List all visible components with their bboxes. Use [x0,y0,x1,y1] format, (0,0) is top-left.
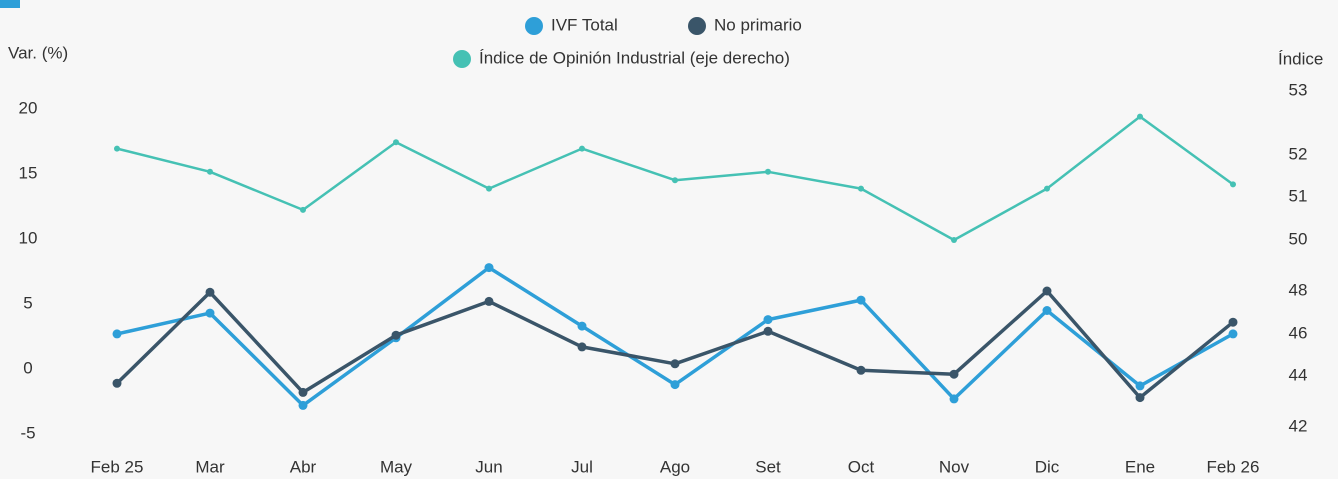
y-tick-label: 10 [19,228,38,247]
y-tick-label: 0 [23,358,32,377]
data-point [1228,329,1238,339]
data-point [763,326,773,336]
y-tick-label: 20 [19,98,38,117]
x-tick-label: Dic [1035,457,1060,476]
data-point [484,296,494,306]
data-point [856,295,866,305]
legend-label: IVF Total [551,15,618,34]
data-point [670,380,680,390]
y2-tick-label: 44 [1289,365,1308,384]
y2-tick-label: 53 [1289,80,1308,99]
data-point [114,145,120,152]
y2-tick-label: 52 [1289,144,1308,163]
data-point [856,365,866,375]
data-point [484,263,494,273]
data-point [300,206,306,213]
corner-tab [0,0,20,8]
data-point [579,145,585,152]
data-point [1135,381,1145,391]
data-point [1042,286,1052,296]
y-tick-label: 5 [23,293,32,312]
data-point [577,342,587,352]
data-point [1135,393,1145,403]
y-tick-label: -5 [20,423,35,442]
data-point [1230,181,1236,188]
data-point [112,378,122,388]
data-point [298,387,308,397]
x-tick-label: Mar [195,457,225,476]
data-point [951,237,957,243]
data-point [1044,185,1050,192]
x-tick-label: Ene [1125,457,1155,476]
x-tick-label: Ago [660,457,690,476]
data-point [672,177,678,184]
legend-swatch [688,17,706,35]
data-point [577,321,587,331]
data-point [207,168,213,175]
y-tick-label: 15 [19,163,38,182]
y2-tick-label: 42 [1289,416,1308,435]
y2-tick-label: 48 [1289,280,1308,299]
data-point [112,329,122,339]
y2-tick-label: 51 [1289,186,1308,205]
x-tick-label: Feb 26 [1207,457,1260,476]
y2-tick-label: 50 [1289,229,1308,248]
x-tick-label: Feb 25 [91,457,144,476]
x-tick-label: Set [755,457,781,476]
data-point [949,369,959,379]
data-point [1228,317,1238,327]
data-point [763,315,773,325]
data-point [858,185,864,192]
y-axis-label: Var. (%) [8,43,68,62]
data-point [205,308,215,318]
y2-tick-label: 46 [1289,323,1308,342]
data-point [765,168,771,175]
x-tick-label: Nov [939,457,970,476]
data-point [486,185,492,192]
x-tick-label: Oct [848,457,875,476]
data-point [670,359,680,369]
legend-label: No primario [714,15,802,34]
x-tick-label: May [380,457,413,476]
legend-swatch [525,17,543,35]
y2-axis-label: Índice [1278,49,1323,68]
x-tick-label: Jul [571,457,593,476]
legend-swatch [453,50,471,68]
data-point [949,394,959,404]
data-point [205,287,215,297]
x-tick-label: Abr [290,457,317,476]
data-point [1042,306,1052,315]
data-point [393,139,399,146]
data-point [298,400,308,410]
data-point [1137,113,1143,120]
x-tick-label: Jun [475,457,502,476]
data-point [391,330,401,340]
legend-label: Índice de Opinión Industrial (eje derech… [479,48,790,67]
